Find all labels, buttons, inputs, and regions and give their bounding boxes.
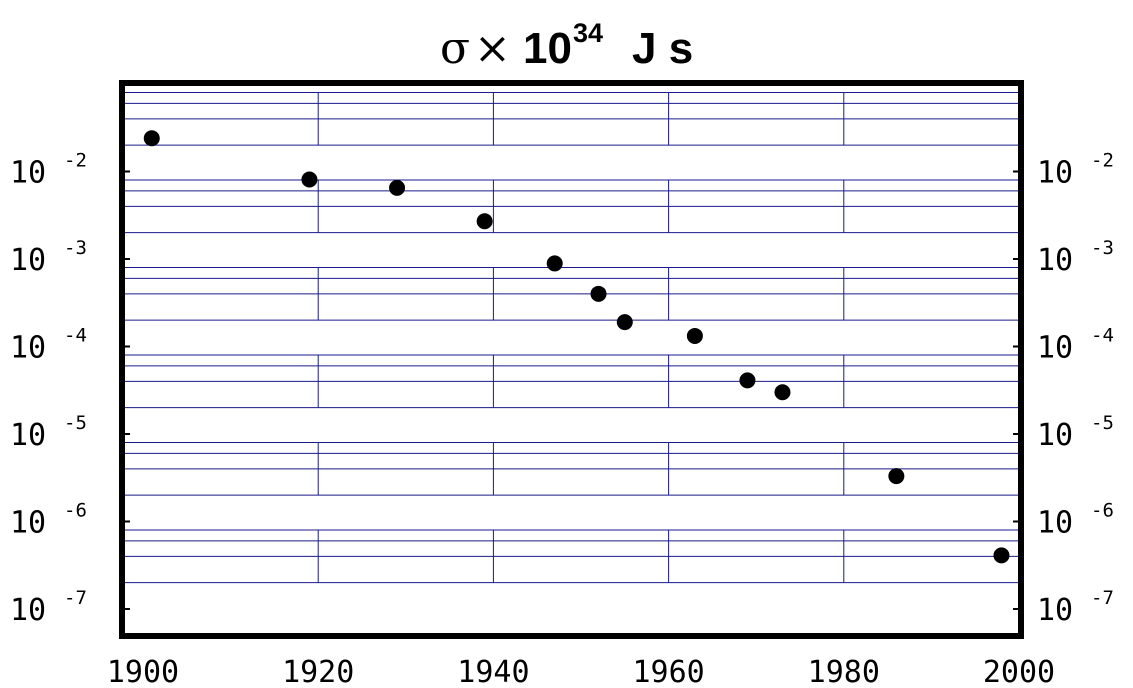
x-tick-label: 2000 <box>983 655 1055 688</box>
y-tick-base-left: 10 <box>10 593 46 628</box>
title-times-sign: × <box>474 23 511 74</box>
y-tick-exponent-left: -2 <box>64 150 87 172</box>
y-tick-base-left: 10 <box>10 243 46 278</box>
y-tick-base-right: 10 <box>1037 593 1073 628</box>
title-unit: J s <box>632 24 693 73</box>
y-tick-exponent-left: -4 <box>64 325 87 347</box>
y-tick-base-right: 10 <box>1037 506 1073 541</box>
x-tick-label: 1940 <box>457 655 529 688</box>
data-point <box>686 327 703 344</box>
plot-border <box>119 80 1024 639</box>
y-tick-exponent-right: -3 <box>1091 237 1114 259</box>
y-tick-exponent-left: -6 <box>64 500 87 522</box>
data-point <box>616 314 633 331</box>
y-tick-base-right: 10 <box>1037 331 1073 366</box>
data-point <box>476 213 493 230</box>
y-tick-base-left: 10 <box>10 506 46 541</box>
data-point <box>993 547 1010 564</box>
y-tick-exponent-left: -3 <box>64 237 87 259</box>
data-point <box>546 255 563 272</box>
data-point <box>301 171 318 188</box>
title-base: 10 <box>523 24 572 73</box>
data-point <box>590 285 607 302</box>
y-tick-exponent-right: -2 <box>1091 150 1114 172</box>
x-tick-label: 1960 <box>632 655 704 688</box>
chart-title: σ × 10 34 J s <box>440 18 693 74</box>
plot-frame <box>119 80 1024 639</box>
grid <box>122 91 1021 610</box>
data-point <box>389 179 406 196</box>
y-tick-exponent-left: -5 <box>64 412 87 434</box>
y-tick-labels: 10 -2 10 -2 10 -3 10 -3 10 -4 10 -4 10 -5 10 -5 10 -6 10 -6… <box>10 150 1114 629</box>
y-tick-base-right: 10 <box>1037 418 1073 453</box>
x-tick-label: 1900 <box>107 655 179 688</box>
y-tick-exponent-left: -7 <box>64 587 87 609</box>
y-tick-base-right: 10 <box>1037 156 1073 191</box>
y-tick-exponent-right: -5 <box>1091 412 1114 434</box>
data-point <box>143 130 160 147</box>
y-tick-base-right: 10 <box>1037 243 1073 278</box>
x-tick-label: 1980 <box>808 655 880 688</box>
y-tick-base-left: 10 <box>10 331 46 366</box>
title-sigma: σ <box>440 23 470 74</box>
y-tick-base-left: 10 <box>10 418 46 453</box>
y-tick-exponent-right: -6 <box>1091 500 1114 522</box>
y-tick-exponent-right: -4 <box>1091 325 1114 347</box>
data-point <box>739 372 756 389</box>
x-tick-label: 1920 <box>282 655 354 688</box>
data-points <box>143 130 1010 564</box>
data-point <box>888 468 905 485</box>
x-tick-labels: 1900 1920 1940 1960 1980 2000 <box>107 655 1055 688</box>
y-tick-exponent-right: -7 <box>1091 587 1114 609</box>
y-tick-base-left: 10 <box>10 156 46 191</box>
data-point <box>774 384 791 401</box>
title-exponent: 34 <box>573 18 603 48</box>
